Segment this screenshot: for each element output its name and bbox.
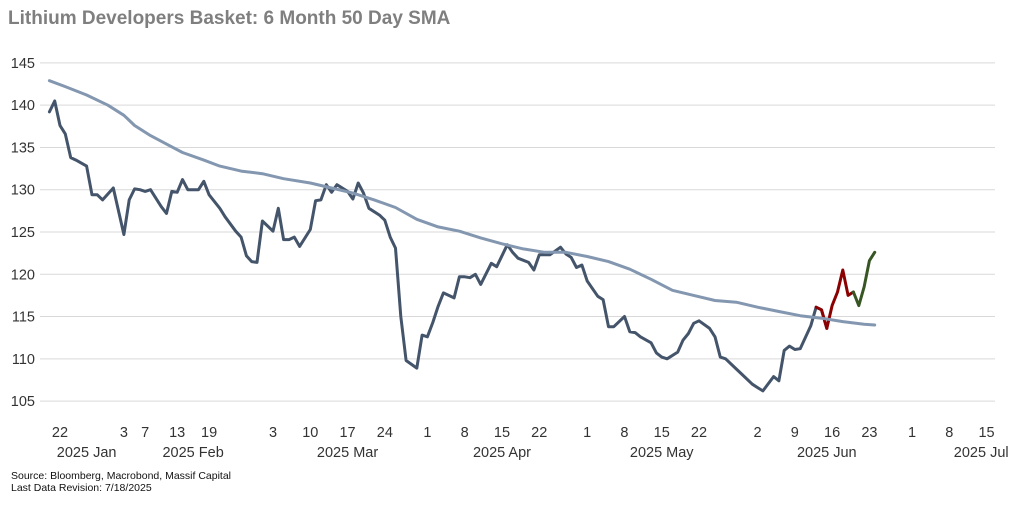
x-month-label: 2025 Jun — [797, 445, 857, 461]
x-tick-label: 9 — [791, 425, 799, 441]
x-month-label: 2025 Jan — [57, 445, 117, 461]
x-tick-label: 8 — [945, 425, 953, 441]
y-axis-ticks: 105 110 115 120 125 130 135 140 145 — [11, 56, 35, 410]
y-tick-label-115: 115 — [12, 310, 35, 326]
x-tick-label: 16 — [824, 425, 840, 441]
x-tick-label: 22 — [531, 425, 547, 441]
y-tick-label-105: 105 — [11, 394, 35, 410]
y-tick-label-135: 135 — [11, 140, 35, 156]
x-tick-label: 22 — [52, 425, 68, 441]
x-tick-label: 8 — [461, 425, 469, 441]
x-tick-label: 1 — [583, 425, 591, 441]
x-axis-ticks: 223713193101724181522181522291623181522 — [52, 425, 995, 441]
y-tick-label-110: 110 — [12, 352, 35, 368]
x-tick-label: 1 — [423, 425, 431, 441]
x-tick-label: 2 — [754, 425, 762, 441]
x-month-label: 2025 Feb — [162, 445, 223, 461]
y-tick-label-140: 140 — [11, 98, 35, 114]
chart-footer: Source: Bloomberg, Macrobond, Massif Cap… — [11, 470, 231, 494]
series-line-lithium-developers-basket — [47, 99, 829, 393]
x-tick-label: 19 — [201, 425, 217, 441]
x-tick-label: 1 — [908, 425, 916, 441]
source-note: Source: Bloomberg, Macrobond, Massif Cap… — [11, 470, 232, 482]
x-month-label: 2025 May — [630, 445, 694, 461]
y-tick-label-145: 145 — [11, 56, 35, 72]
x-tick-label: 8 — [620, 425, 628, 441]
x-tick-label: 3 — [269, 425, 277, 441]
x-tick-label: 3 — [120, 425, 128, 441]
series-line-recent-rebound — [851, 250, 877, 308]
series-lines — [47, 79, 877, 393]
y-tick-label-130: 130 — [11, 183, 35, 199]
x-tick-label: 23 — [861, 425, 877, 441]
chart-title: Lithium Developers Basket: 6 Month 50 Da… — [8, 8, 451, 29]
x-tick-label: 15 — [654, 425, 670, 441]
x-axis-month-labels: 2025 Jan 2025 Feb 2025 Mar 2025 Apr 2025 May… — [57, 445, 1009, 461]
x-tick-label: 22 — [691, 425, 707, 441]
series-line-recent-decline — [814, 268, 855, 330]
x-month-label: 2025 Jul — [954, 445, 1009, 461]
y-tick-label-125: 125 — [11, 225, 35, 241]
x-tick-label: 24 — [377, 425, 393, 441]
x-tick-label: 10 — [302, 425, 318, 441]
x-tick-label: 17 — [339, 425, 355, 441]
y-tick-label-120: 120 — [11, 267, 35, 283]
revision-note: Last Data Revision: 7/18/2025 — [11, 482, 152, 494]
x-month-label: 2025 Mar — [317, 445, 378, 461]
x-tick-label: 13 — [169, 425, 185, 441]
x-month-label: 2025 Apr — [473, 445, 531, 461]
grid-lines — [40, 62, 995, 402]
x-tick-label: 7 — [141, 425, 149, 441]
x-tick-label: 15 — [494, 425, 510, 441]
x-tick-label: 15 — [978, 425, 994, 441]
series-line-50-day-sma — [47, 79, 877, 327]
